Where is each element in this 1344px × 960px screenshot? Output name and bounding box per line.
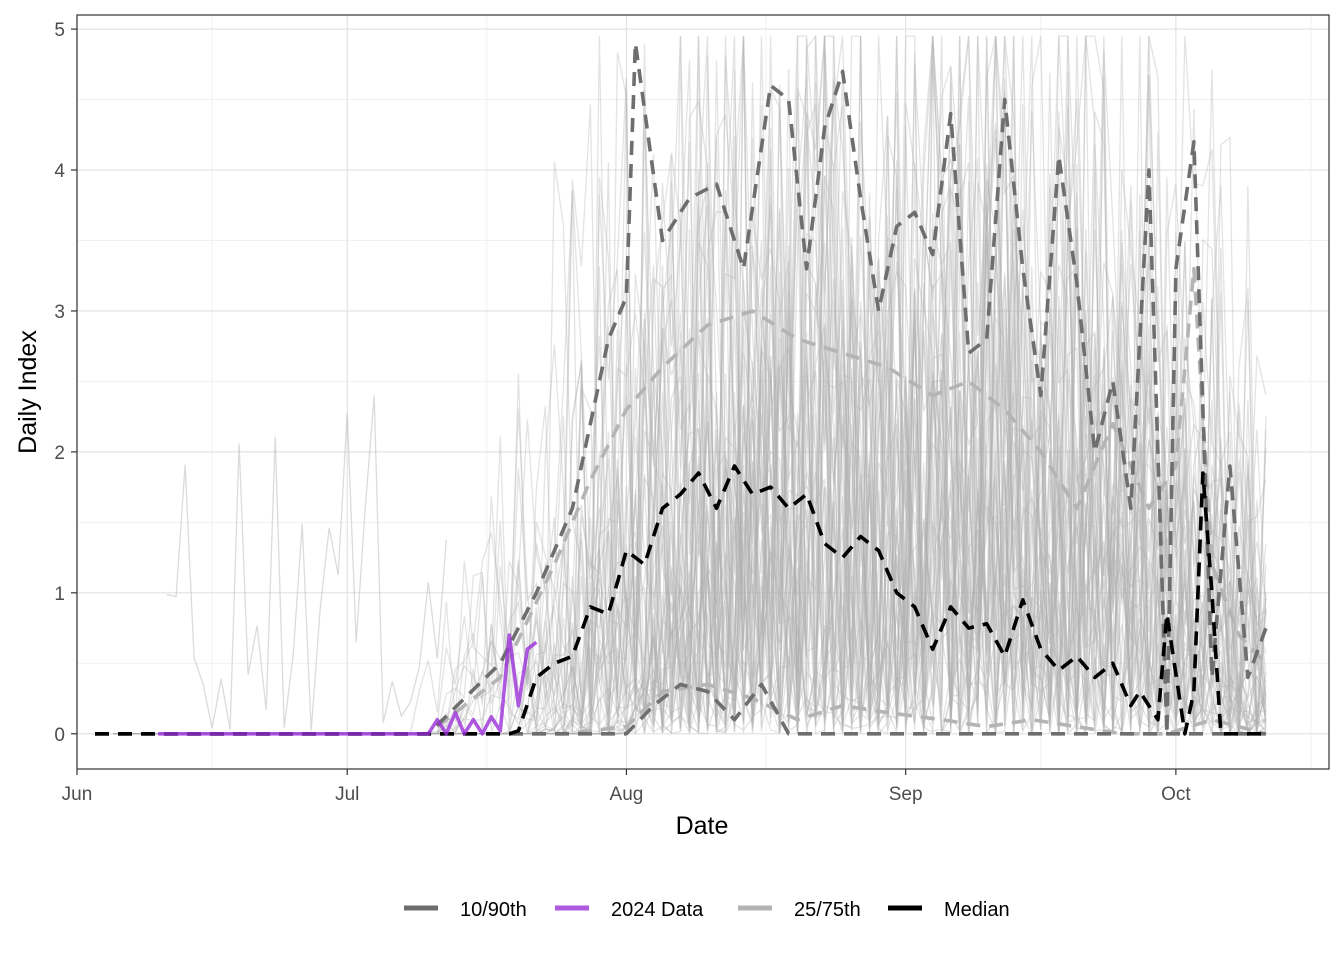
y-tick-label: 3	[54, 302, 65, 323]
plot-background	[77, 15, 1329, 769]
series-line-90th	[95, 41, 1268, 736]
series-line-median	[95, 464, 1266, 736]
y-tick-label: 4	[54, 161, 65, 182]
grid-minor	[77, 15, 1329, 769]
x-tick-label: Sep	[889, 784, 923, 805]
x-tick-label: Jun	[62, 784, 93, 805]
legend-label: 25/75th	[794, 899, 861, 921]
y-tick-label: 5	[54, 20, 65, 41]
x-tick-label: Aug	[610, 784, 644, 805]
historical-line	[166, 395, 447, 731]
series-line-10th	[95, 682, 1266, 736]
legend: 10/90th 2024 Data 25/75th Median	[404, 899, 1010, 921]
y-tick-label: 1	[54, 584, 65, 605]
x-axis: Jun Jul Aug Sep Oct	[62, 769, 1191, 805]
legend-label: 2024 Data	[611, 899, 704, 921]
legend-label: 10/90th	[460, 899, 527, 921]
y-tick-label: 0	[54, 725, 65, 746]
y-axis-title: Daily Index	[14, 330, 42, 454]
x-tick-label: Oct	[1161, 784, 1191, 805]
x-tick-label: Jul	[335, 784, 359, 805]
series-line-2024-data	[158, 633, 538, 736]
y-axis: 0 1 2 3 4 5	[54, 20, 77, 746]
series-line-75th	[95, 266, 1268, 736]
plot-border	[76, 14, 1330, 770]
series-lines	[95, 41, 1268, 736]
y-tick-label: 2	[54, 443, 65, 464]
x-axis-title: Date	[676, 812, 729, 840]
legend-label: Median	[944, 899, 1010, 921]
